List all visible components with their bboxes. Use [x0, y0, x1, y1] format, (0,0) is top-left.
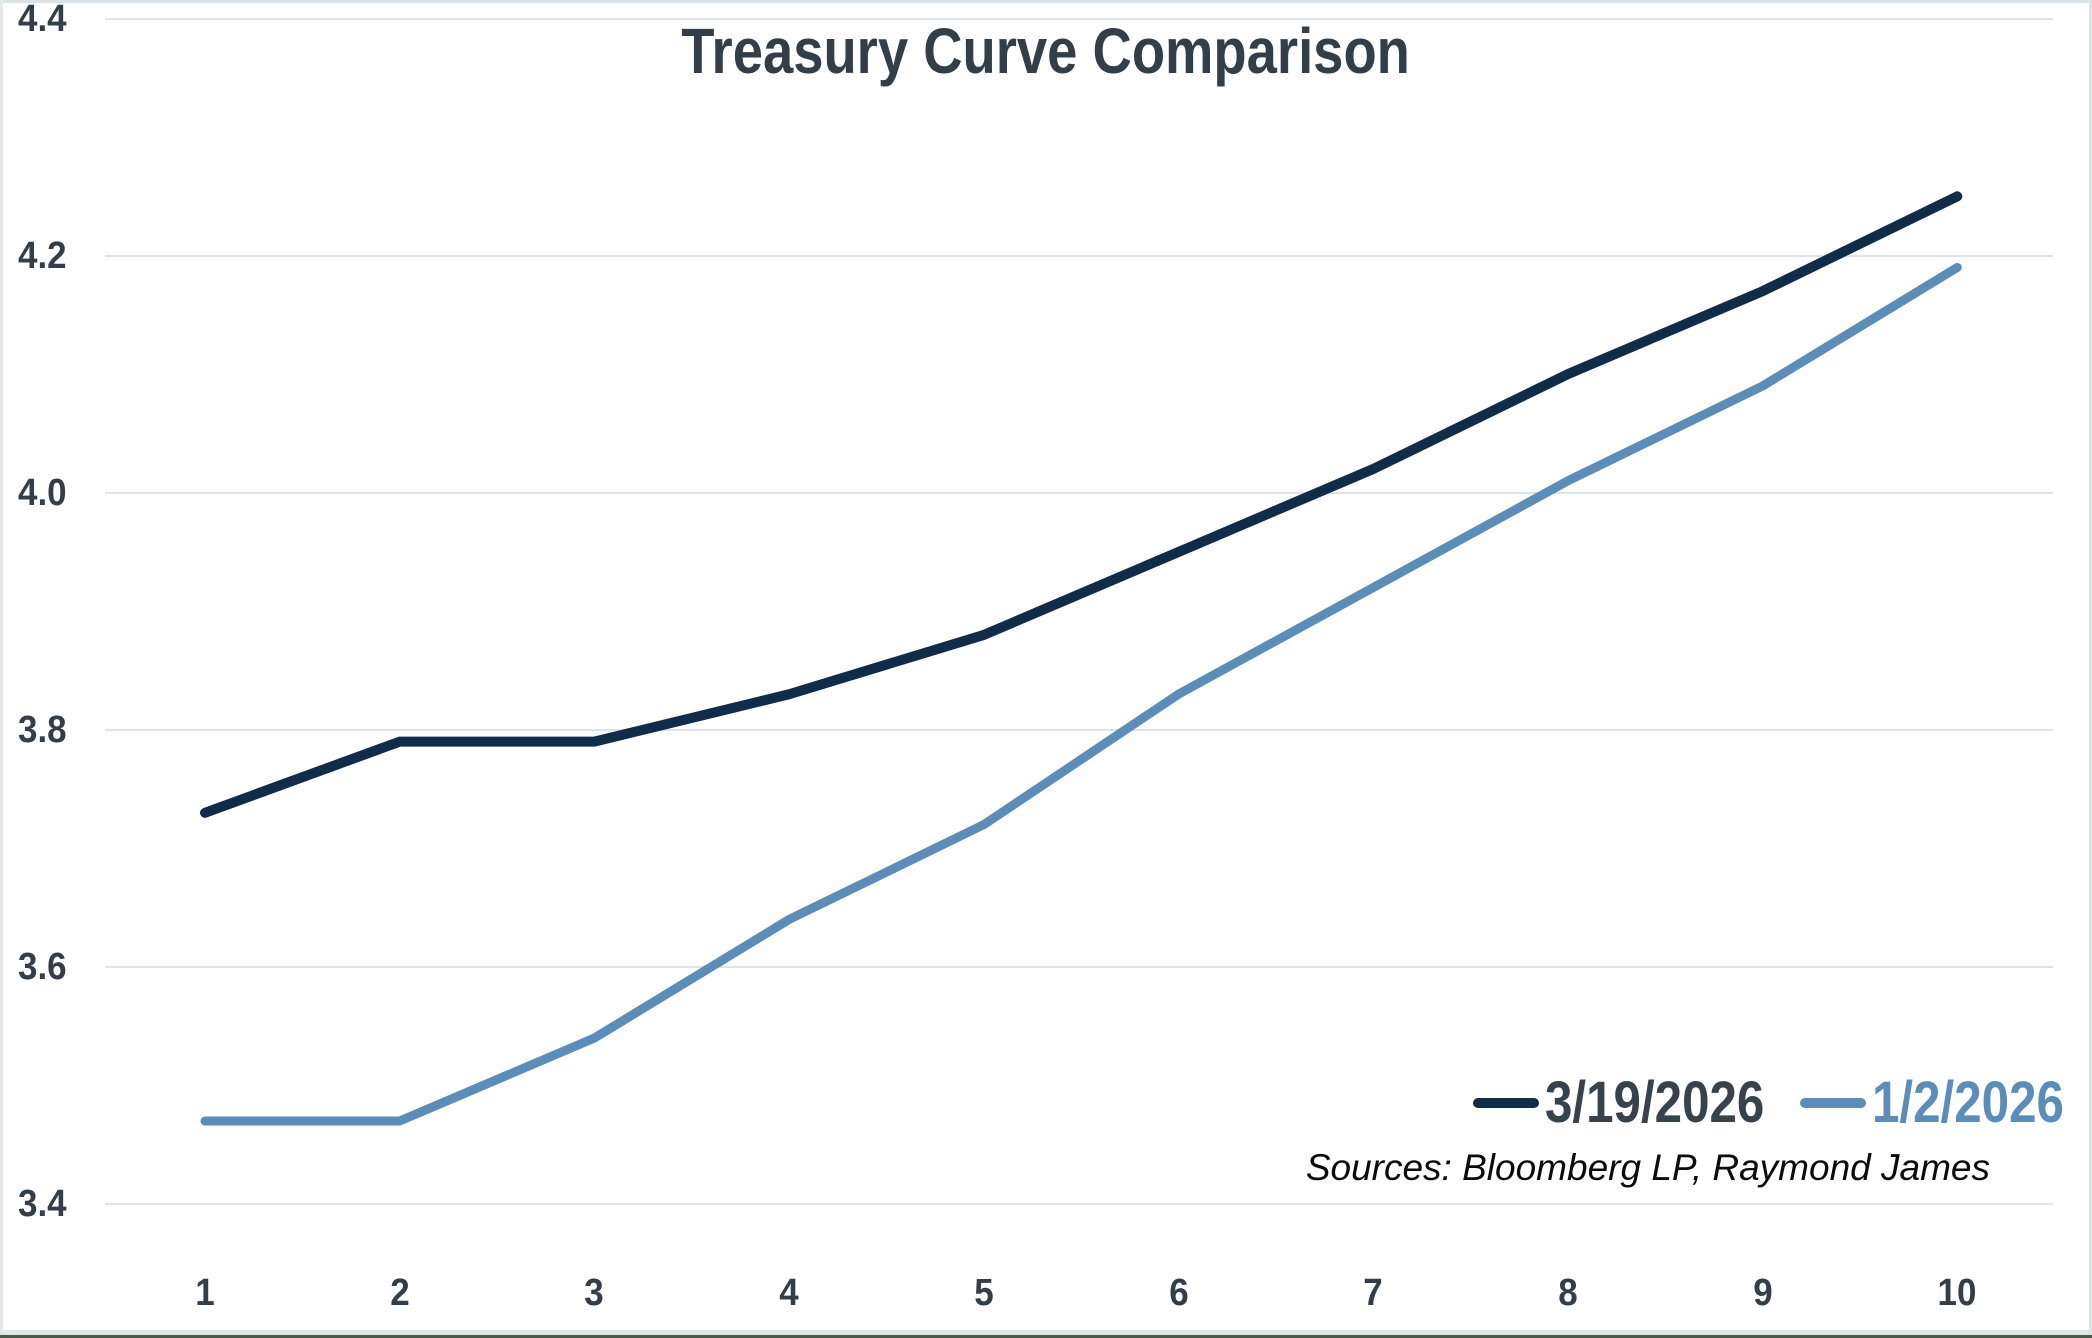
y-axis-tick-label-3.6: 3.6	[18, 945, 67, 988]
y-axis-tick-label-3.8: 3.8	[18, 708, 67, 751]
x-axis-tick-label-1: 1	[195, 1272, 215, 1314]
chart-title: Treasury Curve Comparison	[0, 16, 2092, 86]
x-axis-tick-label-4: 4	[779, 1272, 799, 1314]
x-axis-tick-label-5: 5	[974, 1272, 994, 1314]
series-line-1-2-2026	[200, 262, 1962, 1126]
legend-dash-series-1	[1473, 1098, 1539, 1108]
gridline-y-3.6	[105, 965, 2053, 968]
y-axis-tick-label-4.4: 4.4	[18, 0, 67, 40]
y-axis-tick-label-4.0: 4.0	[18, 471, 67, 514]
frame-border-left	[0, 0, 3, 1338]
frame-border-right	[2089, 0, 2092, 1338]
legend-label-series-2: 1/2/2026	[1872, 1070, 2064, 1135]
x-axis-tick-label-10: 10	[1937, 1272, 1977, 1314]
gridline-y-3.8	[105, 728, 2053, 731]
sources-note: Sources: Bloomberg LP, Raymond James	[1305, 1147, 1990, 1188]
x-axis-tick-label-8: 8	[1558, 1272, 1578, 1314]
chart-title-text: Treasury Curve Comparison	[681, 15, 1411, 87]
x-axis-tick-label-9: 9	[1752, 1272, 1773, 1314]
series-line-3-19-2026	[200, 191, 1963, 818]
gridline-y-4.4	[105, 17, 2053, 20]
gridline-y-3.4	[105, 1203, 2053, 1205]
x-axis-tick-label-2: 2	[389, 1272, 410, 1314]
frame-bottom-accent	[0, 1335, 2092, 1338]
legend-dash-series-2	[1800, 1098, 1866, 1108]
y-axis-tick-label-4.2: 4.2	[18, 234, 67, 277]
x-axis-tick-label-6: 6	[1168, 1272, 1189, 1314]
frame-border-bottom	[0, 1330, 2092, 1336]
frame-border-top	[0, 0, 2092, 3]
y-axis-tick-label-3.4: 3.4	[18, 1183, 67, 1225]
legend-label-series-1: 3/19/2026	[1545, 1070, 1765, 1135]
gridline-y-4.0	[105, 491, 2053, 494]
x-axis-tick-label-7: 7	[1363, 1272, 1383, 1314]
x-axis-tick-label-3: 3	[584, 1272, 605, 1314]
gridline-y-4.2	[105, 254, 2053, 257]
